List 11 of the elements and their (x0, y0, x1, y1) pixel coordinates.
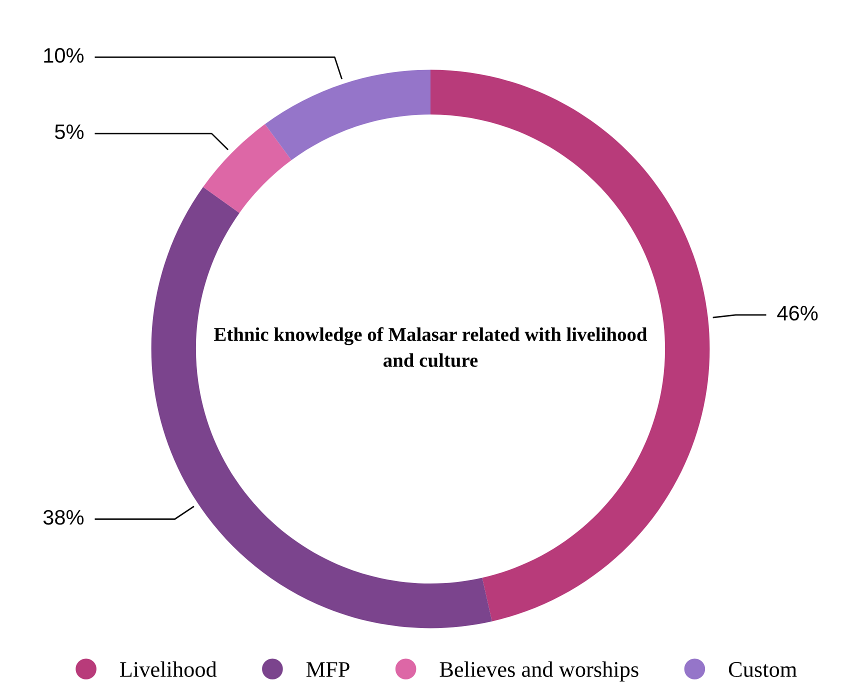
data-label: 46% (777, 306, 818, 321)
text: Ethnic knowledge of Malasar related with livelihood and culture (214, 327, 648, 367)
data-label: 5% (55, 124, 84, 140)
legend-label: Believes and worships (440, 661, 638, 682)
data-label: 10% (44, 48, 84, 63)
donut-slice (264, 70, 430, 160)
donut-slice (203, 124, 292, 213)
legend-label: MFP (306, 662, 350, 677)
legend-label: Livelihood (120, 661, 217, 677)
data-label: 38% (43, 510, 84, 525)
legend-label: Custom (728, 662, 797, 677)
